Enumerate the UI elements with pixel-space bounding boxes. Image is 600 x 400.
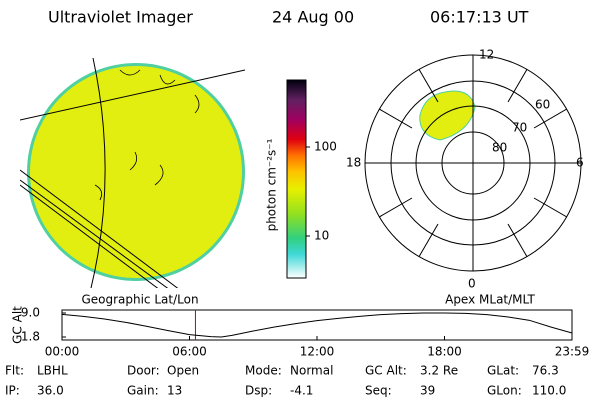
info-value: -4.1 (290, 384, 313, 398)
x-tick-label: 00:00 (45, 345, 80, 359)
info-label: GC Alt: (365, 364, 407, 378)
lat-label: 60 (535, 98, 550, 112)
colorbar-tick: 10 (314, 229, 329, 243)
info-label: IP: (5, 384, 20, 398)
y-tick-label: 1.8 (21, 330, 40, 344)
mlt-label: 0 (468, 277, 476, 291)
info-value: 110.0 (532, 384, 566, 398)
info-value: 76.3 (532, 364, 559, 378)
date: 24 Aug 00 (272, 8, 354, 27)
y-axis-label: GC Alt (11, 306, 25, 344)
polar-grid (364, 54, 582, 272)
title: Ultraviolet Imager (48, 8, 193, 27)
info-label: Gain: (127, 384, 159, 398)
info-value: 3.2 Re (420, 364, 458, 378)
uv-image (20, 58, 246, 288)
x-tick-label: 06:00 (172, 345, 207, 359)
info-label: Seq: (365, 384, 392, 398)
altitude-line (61, 312, 573, 338)
x-tick-label: 23:59 (555, 345, 590, 359)
time: 06:17:13 UT (430, 8, 529, 27)
mlt-label: 6 (576, 156, 584, 170)
info-label: Door: (127, 364, 160, 378)
x-tick-label: 18:00 (427, 345, 462, 359)
mlt-label: 18 (346, 156, 361, 170)
info-label: Mode: (245, 364, 282, 378)
info-label: GLon: (487, 384, 522, 398)
mlt-label: 12 (479, 48, 494, 62)
info-value: 39 (420, 384, 435, 398)
info-label: GLat: (487, 364, 519, 378)
colorbar (286, 79, 307, 279)
y-tick-label: 9.0 (21, 306, 40, 320)
info-label: Flt: (5, 364, 24, 378)
x-tick-label: 12:00 (300, 345, 335, 359)
info-value: LBHL (37, 364, 68, 378)
colorbar-label: photon cm⁻²s⁻¹ (265, 138, 279, 231)
lat-label: 80 (492, 141, 507, 155)
info-value: Normal (290, 364, 333, 378)
plot-label: Apex MLat/MLT (445, 293, 535, 307)
info-value: Open (167, 364, 199, 378)
plot-label: Geographic Lat/Lon (81, 293, 198, 307)
colorbar-tick: 100 (314, 140, 337, 154)
lat-label: 70 (512, 121, 527, 135)
info-label: Dsp: (245, 384, 272, 398)
info-value: 36.0 (37, 384, 64, 398)
info-value: 13 (167, 384, 182, 398)
